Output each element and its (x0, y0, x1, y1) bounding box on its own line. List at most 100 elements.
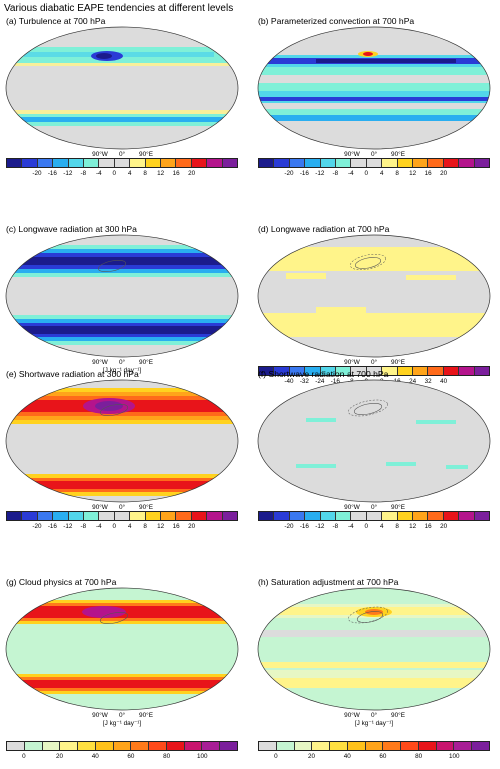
map-panel-e (5, 379, 239, 503)
colorbar-swatch (207, 512, 223, 520)
colorbar-label: 4 (379, 170, 384, 177)
colorbar-label: -8 (332, 170, 339, 177)
tick-0: 0° (370, 359, 378, 366)
colorbar-swatch (459, 512, 475, 520)
colorbar-swatch (320, 159, 337, 167)
tick-0: 0° (370, 504, 378, 511)
colorbar-label: 20 (188, 523, 196, 530)
colorbar-label: 32 (424, 378, 432, 385)
colorbar-swatch (351, 159, 367, 167)
colorbar-label: 16 (424, 523, 432, 530)
colorbar-label: -4 (347, 170, 354, 177)
colorbar-swatch (202, 742, 221, 750)
colorbar-swatch (113, 742, 132, 750)
colorbar-swatch (176, 512, 192, 520)
colorbar-swatch (95, 742, 114, 750)
colorbar-swatch (454, 742, 473, 750)
map-panel-d (257, 234, 491, 358)
tick-90e: 90°E (391, 712, 405, 719)
colorbar-swatch (472, 742, 489, 750)
colorbar-swatch (130, 159, 146, 167)
colorbar-label: 0 (364, 523, 369, 530)
tick-0: 0° (118, 359, 126, 366)
tick-90w: 90°W (344, 151, 360, 158)
units: [J kg⁻¹ day⁻¹] (354, 720, 394, 727)
colorbar-swatch (320, 367, 337, 375)
colorbar-swatch (22, 512, 38, 520)
colorbar-swatch (68, 159, 85, 167)
colorbar-swatch (443, 159, 460, 167)
colorbar-swatch (413, 367, 429, 375)
tick-90e: 90°E (391, 151, 405, 158)
colorbar-label: 40 (91, 753, 99, 760)
colorbar-label: 20 (188, 170, 196, 177)
colorbar-label: -12 (63, 170, 73, 177)
colorbar-labels: -20 -16 -12 -8 -4 0 4 8 12 16 20 (258, 170, 490, 179)
tick-90w: 90°W (344, 359, 360, 366)
tick-90w: 90°W (92, 151, 108, 158)
colorbar-label: -20 (284, 523, 294, 530)
colorbar-label: -12 (63, 523, 73, 530)
colorbar-label: 12 (157, 523, 165, 530)
colorbar (6, 511, 238, 521)
tick-0: 0° (118, 504, 126, 511)
colorbar-swatch (347, 742, 366, 750)
lon-ticks: 90°W 0° 90°E [J kg⁻¹ day⁻¹] (256, 712, 492, 727)
colorbar-swatch (99, 512, 115, 520)
colorbar-swatch (474, 159, 490, 167)
colorbar-swatch (382, 159, 398, 167)
colorbar-swatch (37, 512, 54, 520)
colorbar-label: -16 (299, 170, 309, 177)
colorbar-label: 4 (379, 523, 384, 530)
colorbar-swatch (383, 742, 402, 750)
colorbar-swatch (428, 367, 444, 375)
colorbar-swatch (42, 742, 61, 750)
colorbar-label: 60 (379, 753, 387, 760)
colorbar-swatch (366, 367, 383, 375)
colorbar-swatch (84, 159, 100, 167)
colorbar-swatch (336, 367, 352, 375)
colorbar-swatch (351, 512, 367, 520)
panel-title: (c) Longwave radiation at 300 hPa (6, 224, 137, 234)
colorbar-swatch (99, 159, 115, 167)
colorbar-swatch (7, 159, 23, 167)
colorbar-label: 8 (395, 170, 399, 177)
colorbar-label: 0 (274, 753, 278, 760)
tick-90e: 90°E (139, 504, 153, 511)
colorbar-label: 20 (308, 753, 316, 760)
colorbar-label: 80 (415, 753, 423, 760)
colorbar-swatch (114, 159, 131, 167)
colorbar-label: 20 (440, 170, 448, 177)
colorbar-swatch (191, 512, 208, 520)
colorbar-label: 16 (172, 170, 180, 177)
colorbar-swatch (320, 512, 337, 520)
map-panel-g (5, 587, 239, 711)
tick-90w: 90°W (344, 712, 360, 719)
tick-90e: 90°E (139, 712, 153, 719)
lon-ticks: 90°W 0° 90°E [J kg⁻¹ day⁻¹] (4, 712, 240, 727)
colorbar-label: 8 (143, 170, 147, 177)
colorbar-label: -24 (315, 378, 325, 385)
colorbar-swatch (397, 367, 414, 375)
panel-title: (f) Shortwave radiation at 700 hPa (258, 369, 389, 379)
units: [J kg⁻¹ day⁻¹] (102, 367, 142, 374)
colorbar-label: -20 (284, 170, 294, 177)
colorbar-swatch (114, 512, 131, 520)
colorbar-swatch (366, 159, 383, 167)
map-panel-a (5, 26, 239, 150)
colorbar-label: 60 (127, 753, 135, 760)
colorbar-labels: -20 -16 -12 -8 -4 0 4 8 12 16 20 (6, 170, 238, 179)
panel-title: (g) Cloud physics at 700 hPa (6, 577, 117, 587)
colorbar-swatch (330, 742, 348, 750)
tick-90e: 90°E (139, 151, 153, 158)
colorbar-label: -16 (330, 378, 340, 385)
colorbar-label: -32 (299, 378, 309, 385)
colorbar-swatch (184, 742, 203, 750)
colorbar-swatch (382, 512, 398, 520)
colorbar-swatch (166, 742, 185, 750)
colorbar-swatch (161, 512, 177, 520)
tick-0: 0° (370, 151, 378, 158)
colorbar-swatch (22, 159, 38, 167)
colorbar-swatch (289, 159, 306, 167)
colorbar-label: 40 (343, 753, 351, 760)
